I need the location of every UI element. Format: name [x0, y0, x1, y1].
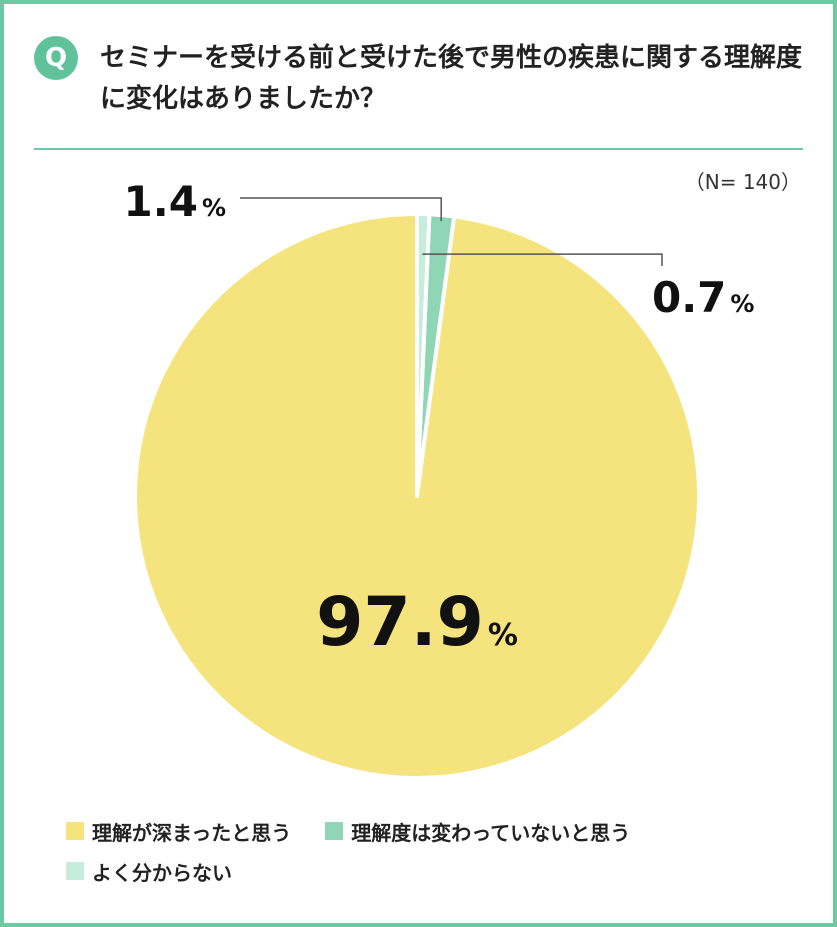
legend-swatch — [66, 862, 84, 880]
chart-legend: 理解が深まったと思う 理解度は変わっていないと思うよく分からない — [66, 818, 806, 885]
legend-item-unknown: よく分からない — [66, 858, 232, 885]
title-divider — [34, 148, 803, 150]
legend-swatch — [66, 822, 84, 840]
legend-label: 理解度は変わっていないと思う — [351, 820, 631, 845]
data-label-unchanged: 1.4% — [124, 177, 226, 226]
pie-slice-unknown — [415, 211, 432, 498]
data-label-deepened: 97.9% — [316, 583, 518, 662]
question-text: セミナーを受ける前と受けた後で男性の疾患に関する理解度に変化はありましたか？ — [100, 43, 803, 114]
leader-line-unknown — [422, 253, 663, 266]
legend-swatch — [325, 822, 344, 840]
question-badge: Q — [34, 36, 78, 80]
legend-label: 理解が深まったと思う — [92, 820, 292, 845]
legend-item-unchanged: 理解度は変わっていないと思う — [325, 818, 631, 845]
legend-label: よく分からない — [92, 860, 232, 885]
legend-item-deepened: 理解が深まったと思う — [66, 818, 292, 845]
sample-size-label: （N= 140） — [684, 170, 801, 194]
data-label-unknown: 0.7% — [652, 273, 754, 322]
leader-line-unchanged — [240, 197, 442, 222]
